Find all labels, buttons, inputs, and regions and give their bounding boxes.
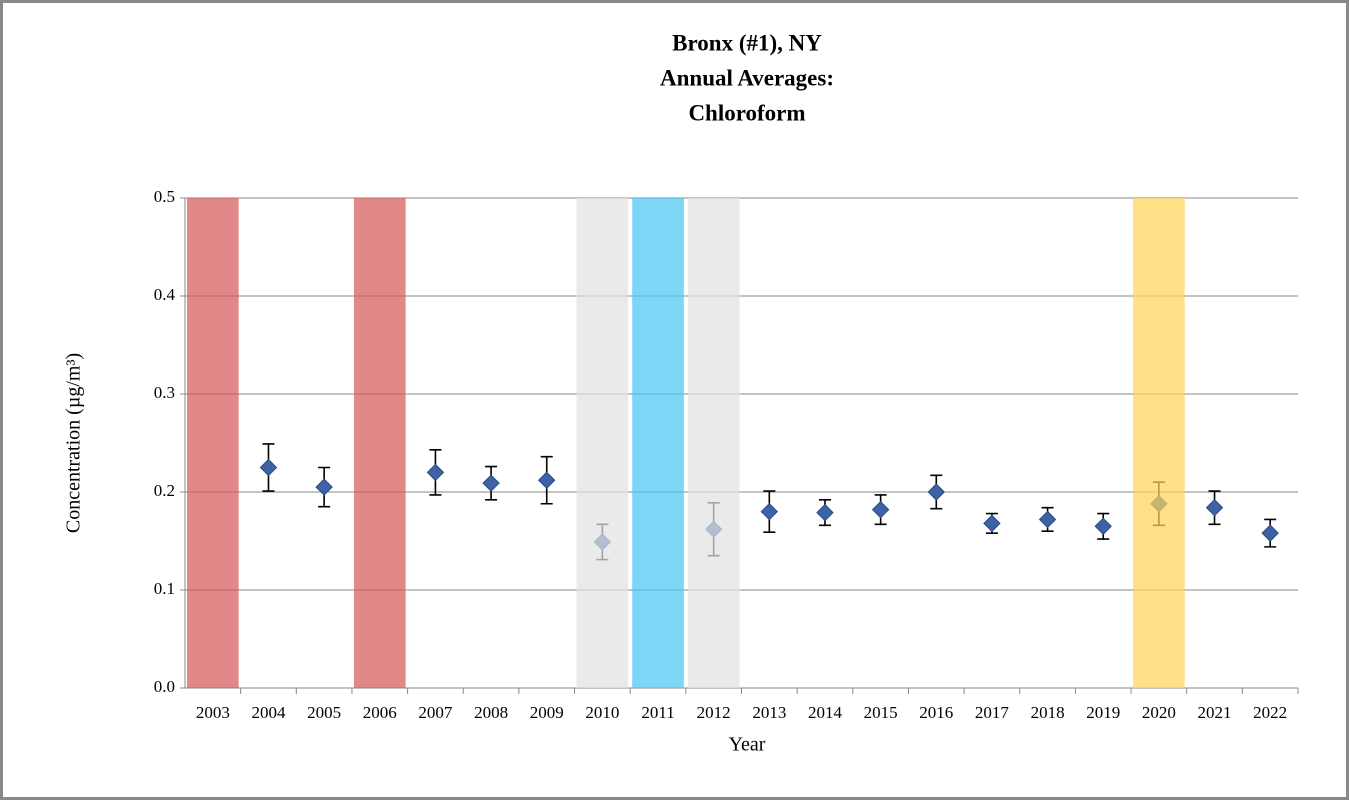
y-tick-label: 0.3 xyxy=(154,383,175,402)
data-point xyxy=(482,474,500,492)
x-tick-label: 2007 xyxy=(418,703,453,722)
highlight-band xyxy=(632,198,684,688)
data-point xyxy=(538,471,556,489)
y-axis-title: Concentration (µg/m³) xyxy=(63,353,85,533)
y-tick-label: 0.1 xyxy=(154,579,175,598)
x-tick-label: 2008 xyxy=(474,703,508,722)
data-point xyxy=(1261,524,1279,542)
data-point xyxy=(1038,510,1057,529)
x-tick-label: 2009 xyxy=(530,703,564,722)
highlight-band xyxy=(687,198,740,688)
x-tick-label: 2003 xyxy=(196,703,230,722)
data-point xyxy=(927,483,945,501)
x-tick-label: 2011 xyxy=(641,703,674,722)
y-tick-label: 0.2 xyxy=(154,481,175,500)
y-tick-label: 0.0 xyxy=(154,677,175,696)
data-point xyxy=(426,463,445,482)
chart-title: Chloroform xyxy=(688,100,805,125)
x-tick-label: 2006 xyxy=(363,703,397,722)
highlight-band xyxy=(353,198,406,688)
highlight-band xyxy=(1133,198,1185,688)
x-tick-label: 2005 xyxy=(307,703,341,722)
data-point xyxy=(871,500,890,519)
y-tick-label: 0.5 xyxy=(154,187,175,206)
x-tick-label: 2013 xyxy=(752,703,786,722)
x-tick-label: 2004 xyxy=(251,703,286,722)
data-point xyxy=(1205,498,1224,517)
data-point xyxy=(259,458,278,477)
x-tick-label: 2012 xyxy=(697,703,731,722)
x-tick-label: 2022 xyxy=(1253,703,1287,722)
x-tick-label: 2017 xyxy=(975,703,1010,722)
data-point xyxy=(816,503,834,522)
chart-title: Bronx (#1), NY xyxy=(672,30,822,55)
data-point xyxy=(1094,517,1112,536)
x-tick-label: 2021 xyxy=(1198,703,1232,722)
x-tick-label: 2018 xyxy=(1031,703,1065,722)
data-point xyxy=(983,514,1001,533)
x-tick-label: 2016 xyxy=(919,703,953,722)
data-point xyxy=(760,502,779,521)
x-tick-label: 2010 xyxy=(585,703,619,722)
highlight-band xyxy=(187,198,239,688)
chart-title: Annual Averages: xyxy=(660,65,834,90)
x-tick-label: 2014 xyxy=(808,703,843,722)
x-tick-label: 2015 xyxy=(864,703,898,722)
y-tick-label: 0.4 xyxy=(154,285,176,304)
x-axis-title: Year xyxy=(729,734,766,756)
x-tick-label: 2020 xyxy=(1142,703,1176,722)
x-tick-label: 2019 xyxy=(1086,703,1120,722)
highlight-band xyxy=(576,198,629,688)
data-point xyxy=(315,478,333,496)
